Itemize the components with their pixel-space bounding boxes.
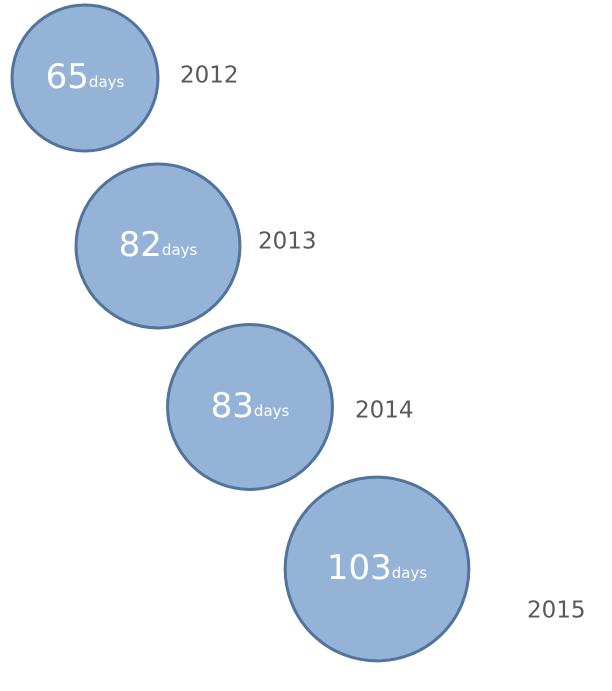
year-label: 2012 xyxy=(180,63,239,89)
value-unit: days xyxy=(162,241,198,259)
year-label: 2013 xyxy=(258,229,317,255)
bubble xyxy=(10,3,160,153)
bubble-label: 82days xyxy=(119,225,198,265)
value-unit: days xyxy=(254,402,290,420)
bubble xyxy=(283,475,471,663)
year-label: 2015 xyxy=(527,598,586,624)
value-number: 65 xyxy=(46,57,89,97)
value-number: 103 xyxy=(327,548,392,588)
value-number: 83 xyxy=(211,386,254,426)
bubble xyxy=(74,162,242,330)
bubble-label: 83days xyxy=(211,386,290,426)
bubble-label: 103days xyxy=(327,548,427,588)
bubble xyxy=(166,323,334,491)
value-number: 82 xyxy=(119,225,162,265)
value-unit: days xyxy=(89,73,125,91)
bubble-label: 65days xyxy=(46,57,125,97)
value-unit: days xyxy=(392,564,428,582)
year-label: 2014 xyxy=(355,398,414,424)
